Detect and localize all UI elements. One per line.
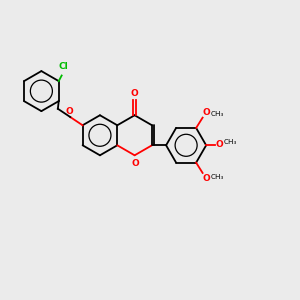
Text: CH₃: CH₃ <box>223 139 237 145</box>
Text: Cl: Cl <box>58 62 68 71</box>
Text: O: O <box>131 89 139 98</box>
Text: O: O <box>66 106 74 116</box>
Text: O: O <box>203 108 211 117</box>
Text: O: O <box>203 173 211 182</box>
Text: O: O <box>216 140 223 149</box>
Text: CH₃: CH₃ <box>210 174 224 180</box>
Text: O: O <box>131 159 139 168</box>
Text: CH₃: CH₃ <box>210 110 224 116</box>
